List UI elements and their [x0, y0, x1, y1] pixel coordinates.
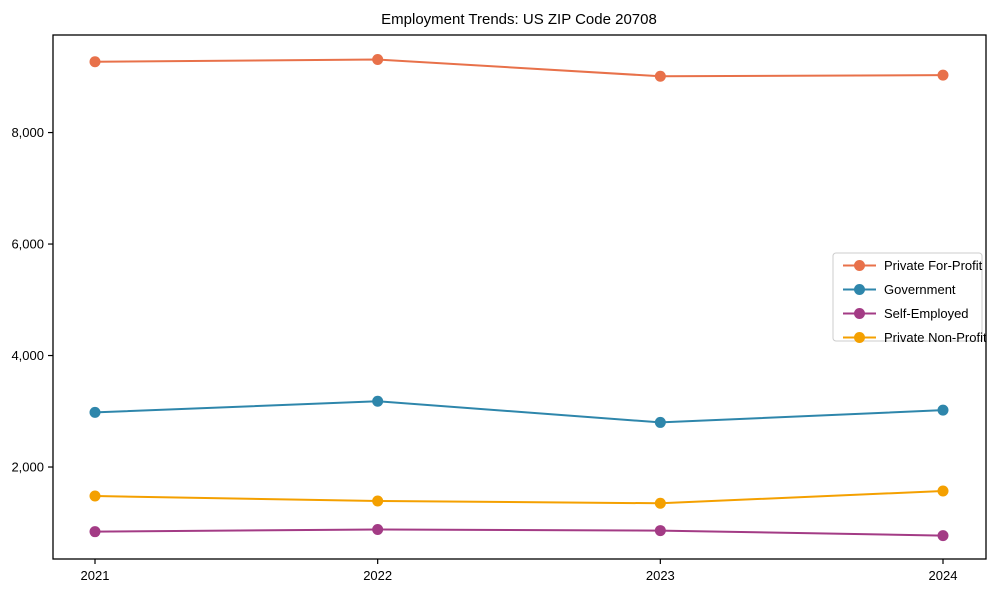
data-point-self-employed	[372, 523, 384, 535]
data-point-self-employed	[89, 526, 101, 538]
legend-marker-private-for-profit	[854, 260, 865, 271]
data-point-government	[937, 404, 949, 416]
data-point-self-employed	[937, 530, 949, 542]
data-point-private-for-profit	[89, 56, 101, 68]
chart-title: Employment Trends: US ZIP Code 20708	[381, 11, 657, 28]
data-point-private-for-profit	[937, 69, 949, 81]
data-point-private-non-profit	[89, 490, 101, 502]
legend-marker-government	[854, 284, 865, 295]
data-point-private-non-profit	[372, 495, 384, 507]
legend-box	[832, 252, 983, 342]
y-tick-label: 6,000	[11, 237, 44, 252]
data-point-self-employed	[654, 525, 666, 537]
legend-marker-private-non-profit	[854, 332, 865, 343]
data-point-government	[654, 416, 666, 428]
plot-frame	[52, 34, 987, 560]
plot-area: 2,000 4,000 6,000 8,000 2021 2022 2023 2024 Priv…	[11, 34, 987, 583]
x-tick-label: 2024	[929, 568, 958, 583]
data-point-private-non-profit	[654, 497, 666, 509]
x-tick-label: 2022	[363, 568, 392, 583]
series-line-government	[94, 400, 944, 424]
x-tick-label: 2023	[646, 568, 675, 583]
data-point-private-non-profit	[937, 485, 949, 497]
legend-label-government: Government	[884, 282, 956, 297]
x-tick-label: 2021	[81, 568, 110, 583]
data-point-government	[89, 406, 101, 418]
legend-label-private-for-profit: Private For-Profit	[884, 258, 983, 273]
series-line-private-non-profit	[94, 489, 944, 505]
y-tick-label: 2,000	[11, 460, 44, 475]
data-point-government	[372, 395, 384, 407]
data-point-private-for-profit	[372, 54, 384, 66]
data-point-private-for-profit	[654, 70, 666, 82]
series-line-self-employed	[94, 528, 944, 537]
y-tick-label: 8,000	[11, 125, 44, 140]
legend-marker-self-employed	[854, 308, 865, 319]
legend-label-private-non-profit: Private Non-Profit	[884, 330, 987, 345]
legend-label-self-employed: Self-Employed	[884, 306, 969, 321]
y-tick-label: 4,000	[11, 348, 44, 363]
series-line-private-for-profit	[94, 58, 944, 78]
